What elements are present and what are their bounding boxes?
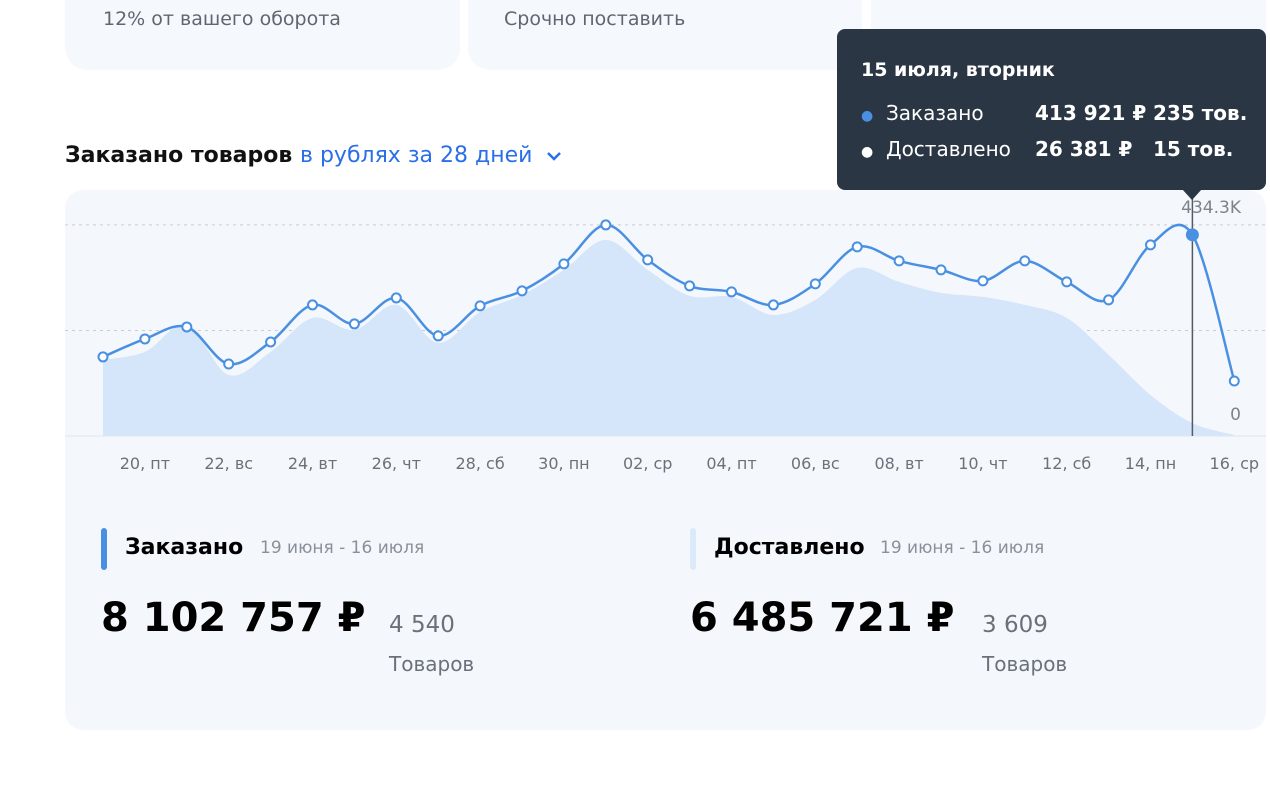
x-tick-label: 20, пт (120, 454, 170, 473)
info-card[interactable]: Срочно поставить (468, 0, 862, 70)
data-point (1228, 375, 1240, 387)
tooltip-value: 26 381 ₽ (1035, 137, 1133, 161)
chart-title: Заказано товаров (65, 143, 293, 168)
summary-period: 19 июня - 16 июля (260, 538, 425, 558)
tooltip: 15 июля, вторник ● Заказано 413 921 ₽ 23… (837, 29, 1266, 190)
x-tick-label: 22, вс (204, 454, 253, 473)
tooltip-row: ● Заказано (861, 101, 984, 125)
summary-name: Заказано (125, 535, 244, 560)
x-tick-label: 08, вт (874, 454, 923, 473)
data-point (432, 330, 444, 342)
data-point (181, 321, 193, 333)
data-point (390, 292, 402, 304)
tooltip-count: 235 тов. (1153, 101, 1248, 125)
data-point (348, 318, 360, 330)
data-point (1019, 255, 1031, 267)
data-point (767, 299, 779, 311)
tooltip-series: Заказано (885, 101, 984, 125)
data-point (307, 299, 318, 311)
data-point (893, 255, 905, 267)
data-point (851, 241, 863, 253)
x-tick-label: 16, ср (1210, 454, 1259, 473)
data-point (1061, 276, 1073, 288)
data-point (1145, 239, 1156, 251)
summary-amount: 6 485 721 ₽ (690, 595, 955, 641)
data-point (726, 286, 737, 298)
data-point (223, 358, 235, 370)
y-tick-label: 434.3K (1181, 198, 1242, 218)
data-point (642, 254, 654, 266)
x-tick-label: 04, пт (706, 454, 756, 473)
x-tick-label: 10, чт (958, 454, 1007, 473)
data-point (265, 336, 277, 348)
period-selector[interactable]: в рублях за 28 дней (300, 143, 563, 168)
summary-unit: Товаров (982, 652, 1068, 676)
summary-name: Доставлено (714, 535, 865, 560)
x-tick-label: 06, вс (791, 454, 840, 473)
summary-count: 3 609 (982, 612, 1048, 638)
info-card: 12% от вашего оборота (65, 0, 460, 70)
x-tick-label: 28, сб (455, 454, 504, 473)
data-point (1185, 228, 1199, 242)
data-point (97, 351, 109, 363)
card-text: Срочно поставить (504, 8, 686, 30)
summary-period: 19 июня - 16 июля (880, 538, 1045, 558)
data-point (516, 285, 528, 297)
summary-amount: 8 102 757 ₽ (101, 595, 366, 641)
summary-count: 4 540 (389, 612, 455, 638)
tooltip-title: 15 июля, вторник (861, 59, 1055, 81)
tooltip-series: Доставлено (885, 137, 1011, 161)
data-point (935, 264, 947, 276)
legend-bar (101, 528, 107, 570)
chevron (547, 152, 562, 161)
data-point (600, 219, 612, 231)
summary-unit: Товаров (389, 652, 475, 676)
tooltip-row: ● Доставлено (861, 137, 1011, 161)
x-tick-label: 14, пн (1125, 454, 1176, 473)
data-point (474, 300, 486, 312)
x-tick-label: 30, пн (538, 454, 589, 473)
data-point (1103, 294, 1115, 306)
y-tick-label: 0 (1230, 405, 1241, 425)
data-point (684, 280, 696, 292)
card-text: 12% от вашего оборота (103, 8, 341, 30)
x-tick-label: 24, вт (288, 454, 337, 473)
selector-text: в рублях за 28 дней (300, 143, 533, 168)
delivered-area (103, 239, 1235, 436)
x-tick-label: 12, сб (1042, 454, 1091, 473)
x-tick-label: 26, чт (372, 454, 421, 473)
x-tick-label: 02, ср (623, 454, 672, 473)
data-point (139, 333, 151, 345)
data-point (809, 278, 821, 290)
tooltip-value: 413 921 ₽ (1035, 101, 1147, 125)
data-point (977, 275, 989, 287)
data-point (558, 258, 570, 270)
legend-bar (690, 528, 696, 570)
tooltip-arrow (1182, 189, 1202, 200)
tooltip-count: 15 тов. (1153, 137, 1234, 161)
